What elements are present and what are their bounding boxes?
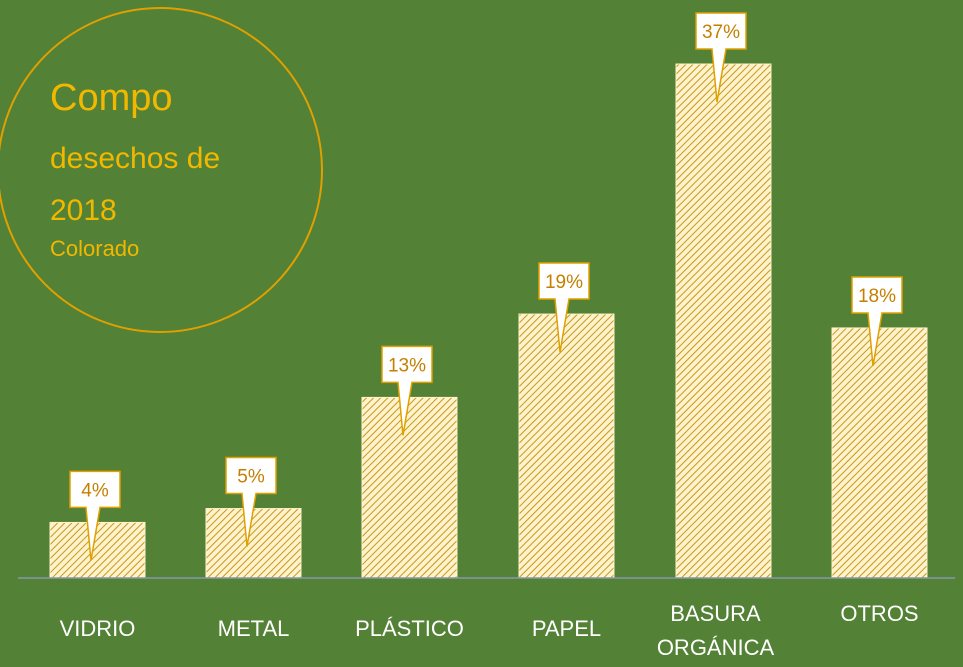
callout-box-5	[851, 276, 903, 367]
bars-layer	[49, 63, 928, 579]
data-label-0: 4%	[81, 480, 109, 501]
callout-box-0	[69, 470, 121, 561]
category-label-3: PAPEL	[532, 616, 601, 641]
data-label-3: 19%	[545, 272, 583, 293]
category-label-0: VIDRIO	[60, 616, 136, 641]
title-line-1: Compo	[50, 77, 173, 119]
data-label-1: 5%	[237, 467, 265, 488]
title-line-4: Colorado	[50, 236, 139, 261]
category-label-4-0: BASURA	[670, 601, 761, 626]
bar-0	[49, 521, 146, 579]
category-label-4-1: ORGÁNICA	[657, 635, 775, 660]
title-line-2: desechos de	[50, 142, 220, 175]
title-circle	[0, 7, 323, 333]
bar-3	[518, 313, 615, 579]
callout-box-4	[695, 12, 747, 103]
category-labels: VIDRIO METAL PLÁSTICO PAPEL BASURA ORGÁNICA OT…	[60, 601, 919, 660]
data-label-5: 18%	[858, 286, 896, 307]
bar-4	[675, 63, 772, 579]
bar-2	[361, 396, 458, 579]
chart-title: Compo desechos de 2018 Colorado	[0, 7, 323, 333]
category-label-5: OTROS	[840, 601, 918, 626]
data-label-4: 37%	[702, 22, 740, 43]
category-label-1: METAL	[218, 616, 290, 641]
callout-box-3	[538, 262, 590, 353]
data-label-2: 13%	[388, 355, 426, 376]
bar-1	[205, 508, 302, 579]
category-label-2: PLÁSTICO	[355, 616, 464, 641]
callout-box-1	[225, 456, 277, 547]
callout-box-2	[381, 345, 433, 436]
title-line-3: 2018	[50, 194, 117, 227]
bar-5	[831, 327, 928, 579]
data-label-callouts: 4% 5% 13% 19% 37% 18%	[69, 12, 903, 561]
